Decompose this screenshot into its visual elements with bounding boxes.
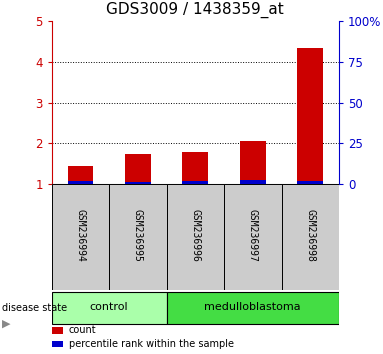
- Bar: [67, 166, 93, 181]
- Bar: [297, 48, 323, 181]
- Text: GSM236998: GSM236998: [305, 209, 315, 262]
- Bar: [182, 181, 208, 184]
- Bar: [282, 184, 339, 290]
- Bar: [167, 184, 224, 290]
- Text: disease state: disease state: [2, 303, 67, 313]
- Bar: [52, 184, 109, 290]
- Text: percentile rank within the sample: percentile rank within the sample: [69, 339, 234, 349]
- Bar: [52, 292, 167, 324]
- Text: ▶: ▶: [2, 319, 10, 329]
- Bar: [125, 182, 151, 184]
- Bar: [224, 184, 282, 290]
- Bar: [125, 154, 151, 182]
- Bar: [240, 141, 266, 181]
- Bar: [109, 184, 167, 290]
- Bar: [297, 181, 323, 184]
- Text: GSM236995: GSM236995: [133, 209, 143, 262]
- Text: control: control: [90, 302, 128, 312]
- Text: GSM236997: GSM236997: [248, 209, 258, 262]
- Bar: [52, 341, 63, 348]
- Text: GSM236996: GSM236996: [190, 209, 200, 262]
- Bar: [182, 152, 208, 181]
- Bar: [67, 181, 93, 184]
- Title: GDS3009 / 1438359_at: GDS3009 / 1438359_at: [106, 2, 284, 18]
- Text: medulloblastoma: medulloblastoma: [205, 302, 301, 312]
- Text: count: count: [69, 325, 97, 335]
- Bar: [167, 292, 339, 324]
- Text: GSM236994: GSM236994: [75, 209, 85, 262]
- Bar: [240, 181, 266, 184]
- Bar: [52, 327, 63, 333]
